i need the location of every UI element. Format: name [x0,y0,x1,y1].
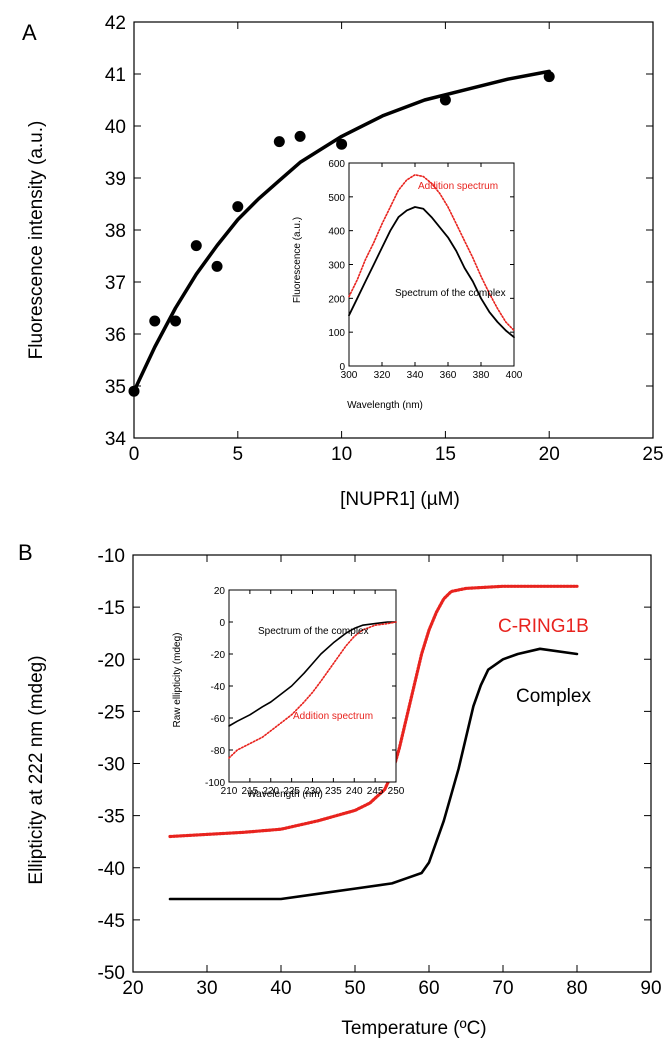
panel-a-data-point [170,315,182,327]
panel-b-inset-x-tick-label: 225 [283,786,300,797]
panel-b-inset-x-axis-title: Wavelength (nm) [247,789,323,800]
panel-b-inset-x-tick-label: 215 [242,786,259,797]
panel-b-y-tick-label: -30 [98,755,125,776]
panel-a-y-tick-label: 42 [105,13,126,34]
panel-a-inset-y-tick-label: 200 [328,294,345,305]
panel-a-x-tick-label: 5 [233,444,244,465]
panel-a-inset-y-tick-label: 400 [328,227,345,238]
panel-a-inset-x-tick-label: 380 [473,370,490,381]
panel-a-y-tick-label: 41 [105,65,126,86]
panel-b-inset-y-axis-title: Raw ellipticity (mdeg) [172,632,183,727]
panel-b-x-axis-title: Temperature (ºC) [341,1018,486,1039]
panel-b-inset-label-addition: Addition spectrum [293,711,373,722]
panel-a-inset-background [348,162,515,367]
panel-b-x-tick-label: 80 [566,978,587,999]
panel-letter-b: B [18,540,33,565]
panel-b-inset-x-tick-label: 240 [346,786,363,797]
panel-b-x-tick-label: 30 [196,978,217,999]
panel-b-x-tick-label: 50 [344,978,365,999]
panel-b-x-tick-label: 70 [492,978,513,999]
panel-a-x-tick-label: 0 [129,444,140,465]
panel-a-y-tick-label: 34 [105,429,127,450]
panel-a-data-point [336,138,348,150]
panel-b-inset-x-tick-label: 235 [325,786,342,797]
panel-a-inset-series-line-1 [348,206,515,339]
panel-a-inset-y-tick-label: 600 [328,159,345,170]
panel-b-inset-y-tick-label: 20 [214,586,226,597]
panel-b-inset-background [228,589,397,783]
panel-b-inset-y-tick-label: -40 [211,682,226,693]
panel-a-y-tick-label: 40 [105,117,126,138]
panel-a-x-tick-label: 25 [642,444,663,465]
panel-a-data-point [232,201,244,213]
panel-a-data-point [273,136,285,148]
panel-a-y-tick-label: 39 [105,169,126,190]
panel-b-y-tick-label: -40 [98,859,125,880]
panel-a-inset-x-tick-label: 320 [374,370,391,381]
panel-a-inset-y-tick-label: 300 [328,261,345,272]
panel-b-inset-label-complex: Spectrum of the complex [258,626,369,637]
panel-a-y-tick-label: 38 [105,221,126,242]
panel-a-y-tick-label: 37 [105,273,126,294]
panel-b-series-line-0 [168,584,579,839]
panel-a-inset-label-complex: Spectrum of the complex [395,288,506,299]
panel-b-y-tick-label: -45 [98,911,125,932]
panel-a-data-point [211,260,223,272]
panel-a-data-point [294,130,306,142]
panel-b-inset-x-tick-label: 245 [367,786,384,797]
panel-b-series-line-1 [168,647,579,901]
panel-a-inset-series-line-0 [348,174,515,332]
panel-a-data-point [190,240,202,252]
panel-letter-a: A [22,20,37,45]
panel-b-y-tick-label: -50 [98,963,125,984]
panel-a-x-axis-title: [NUPR1] (µM) [340,489,460,510]
panel-b-y-axis-title: Ellipticity at 222 nm (mdeg) [26,655,47,884]
panel-a-y-axis-title: Fluorescence intensity (a.u.) [26,121,47,360]
panel-b-y-tick-label: -15 [98,598,125,619]
panel-b-inset-y-tick-label: 0 [219,618,225,629]
panel-a-inset-x-tick-label: 360 [440,370,457,381]
panel-a-inset-y-tick-label: 0 [339,362,345,373]
panel-b-inset-y-tick-label: -100 [205,778,225,789]
panel-b-inset-y-tick-label: -20 [211,650,226,661]
panel-b-y-tick-label: -20 [98,650,125,671]
panel-b-y-tick-label: -10 [98,546,125,567]
panel-a-y-tick-label: 35 [105,377,126,398]
panel-b-inset-series-line-1 [228,621,397,759]
panel-a-x-tick-label: 20 [539,444,560,465]
panel-b-inset-x-tick-label: 210 [221,786,238,797]
panel-b-x-tick-label: 60 [418,978,439,999]
panel-a-inset-y-axis-title: Fluorescence (a.u.) [292,217,303,303]
panel-a-data-point [149,315,161,327]
panel-a-inset-y-tick-label: 500 [328,193,345,204]
panel-a-y-tick-label: 36 [105,325,126,346]
panel-b-inset-x-tick-label: 230 [304,786,321,797]
panel-a-data-point [439,94,451,106]
panel-b-x-tick-label: 90 [640,978,661,999]
panel-a-inset-x-tick-label: 400 [506,370,523,381]
panel-b-x-tick-label: 40 [270,978,291,999]
panel-b-inset-series-line-0 [228,621,397,727]
panel-a-inset-x-tick-label: 300 [341,370,358,381]
panel-b-x-tick-label: 20 [122,978,143,999]
panel-b-inset-y-tick-label: -80 [211,746,226,757]
panel-b-y-tick-label: -25 [98,702,125,723]
panel-a-data-point [543,71,555,83]
panel-b-inset-x-tick-label: 250 [388,786,405,797]
panel-a-inset-x-tick-label: 340 [407,370,424,381]
panel-b-label-complex: Complex [516,686,591,707]
panel-a-x-tick-label: 10 [331,444,352,465]
panel-b-label-c-ring1b: C-RING1B [498,616,589,637]
panel-a-data-point [128,385,140,397]
panel-b-inset-y-tick-label: -60 [211,714,226,725]
panel-b-inset-x-tick-label: 220 [262,786,279,797]
panel-a-inset-y-tick-label: 100 [328,328,345,339]
panel-b-y-tick-label: -35 [98,807,125,828]
panel-a-inset-label-addition: Addition spectrum [418,181,498,192]
panel-a-inset-x-axis-title: Wavelength (nm) [347,400,423,411]
panel-a-x-tick-label: 15 [435,444,456,465]
